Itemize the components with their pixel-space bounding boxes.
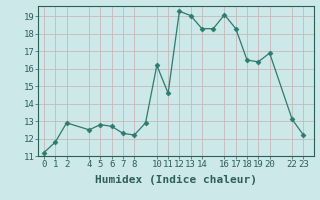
X-axis label: Humidex (Indice chaleur): Humidex (Indice chaleur) — [95, 175, 257, 185]
